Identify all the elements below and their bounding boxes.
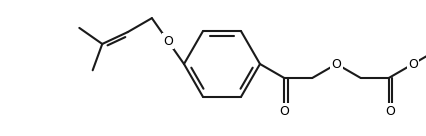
Text: O: O <box>408 58 418 70</box>
Text: O: O <box>163 35 173 48</box>
Text: O: O <box>385 104 394 118</box>
Text: O: O <box>331 58 341 70</box>
Text: O: O <box>279 104 289 118</box>
